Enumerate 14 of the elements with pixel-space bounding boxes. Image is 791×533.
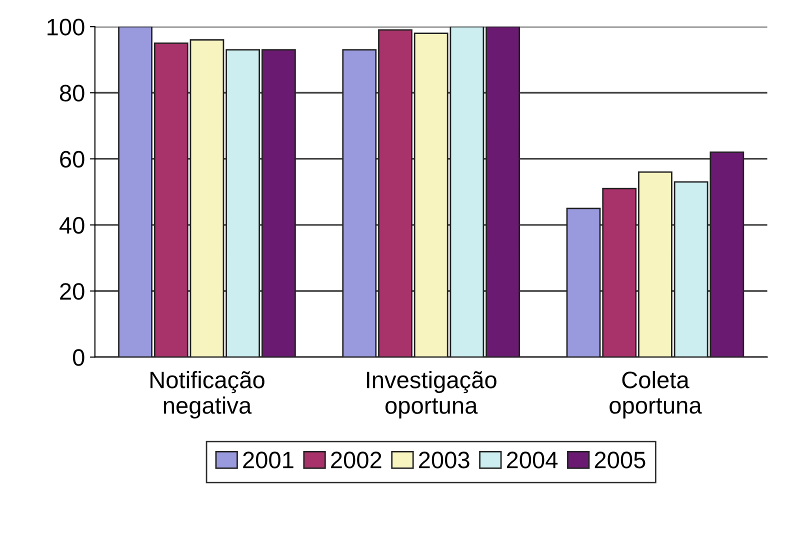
legend-label: 2003 bbox=[419, 452, 470, 468]
legend-label: 2004 bbox=[506, 452, 558, 468]
y-tick-label: 100 bbox=[48, 18, 84, 36]
x-tick-label: Coleta oportuna bbox=[610, 371, 702, 418]
y-tick-label: 80 bbox=[60, 84, 84, 102]
y-tick-label: 40 bbox=[59, 216, 84, 234]
y-tick-label: 0 bbox=[72, 349, 84, 366]
y-tick-label: 20 bbox=[60, 283, 84, 300]
x-tick-label: Notificação negativa bbox=[150, 371, 264, 419]
legend-label: 2005 bbox=[594, 452, 646, 468]
x-tick-label: Investigação oportuna bbox=[366, 371, 496, 419]
legend-label: 2002 bbox=[331, 452, 382, 468]
y-tick-label: 60 bbox=[60, 150, 84, 168]
legend-label: 2001 bbox=[243, 452, 294, 468]
